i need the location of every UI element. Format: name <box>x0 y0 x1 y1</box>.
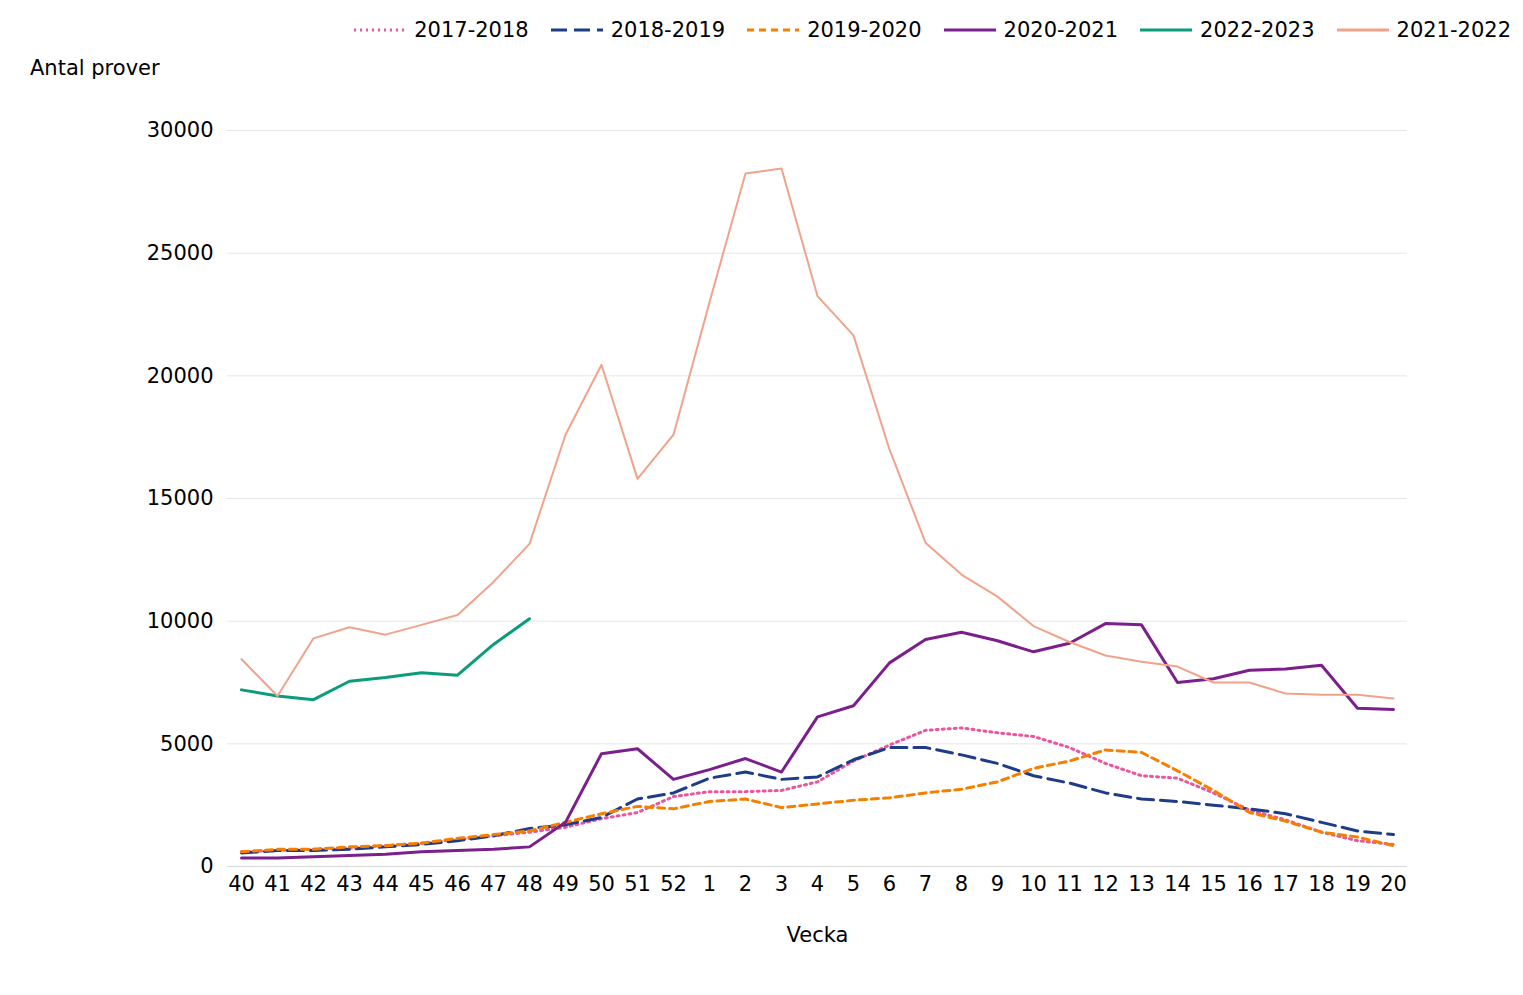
svg-text:30000: 30000 <box>147 118 214 142</box>
html-text:2017-2018: 2017-2018 <box>414 18 529 42</box>
svg-text:18: 18 <box>1308 872 1335 896</box>
svg-text:15000: 15000 <box>147 486 214 510</box>
svg-text:16: 16 <box>1236 872 1263 896</box>
svg-text:41: 41 <box>264 872 291 896</box>
svg-text:7: 7 <box>919 872 932 896</box>
svg-text:40: 40 <box>228 872 255 896</box>
svg-text:14: 14 <box>1164 872 1191 896</box>
svg-text:46: 46 <box>444 872 471 896</box>
svg-text:20: 20 <box>1380 872 1407 896</box>
svg-text:8: 8 <box>955 872 968 896</box>
svg-text:25000: 25000 <box>147 241 214 265</box>
svg-text:50: 50 <box>588 872 615 896</box>
svg-text:47: 47 <box>480 872 507 896</box>
svg-text:42: 42 <box>300 872 327 896</box>
svg-text:5000: 5000 <box>160 732 213 756</box>
svg-text:1: 1 <box>703 872 716 896</box>
html-text:2018-2019: 2018-2019 <box>610 18 726 42</box>
svg-text:10000: 10000 <box>147 609 214 633</box>
svg-text:17: 17 <box>1272 872 1299 896</box>
svg-text:19: 19 <box>1344 872 1371 896</box>
svg-text:6: 6 <box>883 872 896 896</box>
svg-text:43: 43 <box>336 872 363 896</box>
svg-text:13: 13 <box>1128 872 1155 896</box>
svg-text:20000: 20000 <box>147 364 214 388</box>
svg-text:49: 49 <box>552 872 579 896</box>
svg-text:15: 15 <box>1200 872 1227 896</box>
svg-text:2: 2 <box>739 872 752 896</box>
svg-text:48: 48 <box>516 872 543 896</box>
svg-text:0: 0 <box>200 854 213 878</box>
svg-text:9: 9 <box>991 872 1004 896</box>
svg-text:Vecka: Vecka <box>787 923 849 947</box>
svg-text:10: 10 <box>1020 872 1047 896</box>
svg-text:3: 3 <box>775 872 788 896</box>
html-text:2021-2022: 2021-2022 <box>1396 18 1511 42</box>
svg-text:45: 45 <box>408 872 435 896</box>
svg-text:44: 44 <box>372 872 399 896</box>
html-text:2019-2020: 2019-2020 <box>807 18 922 42</box>
svg-text:4: 4 <box>811 872 824 896</box>
svg-text:51: 51 <box>624 872 651 896</box>
html-text:2022-2023: 2022-2023 <box>1200 18 1315 42</box>
html-text:2020-2021: 2020-2021 <box>1003 18 1119 42</box>
html-text:Antal prover: Antal prover <box>30 56 160 80</box>
svg-text:5: 5 <box>847 872 860 896</box>
svg-text:52: 52 <box>660 872 687 896</box>
svg-text:11: 11 <box>1056 872 1083 896</box>
svg-text:12: 12 <box>1092 872 1119 896</box>
